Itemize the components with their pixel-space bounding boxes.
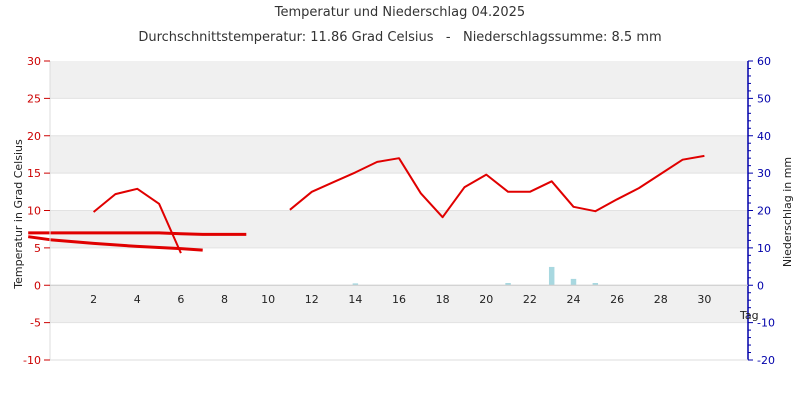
x-tick-label: 10 — [261, 293, 275, 306]
precipitation-bar — [505, 283, 511, 286]
x-tick-label: 24 — [567, 293, 581, 306]
chart-subtitle: Durchschnittstemperatur: 11.86 Grad Cels… — [138, 30, 661, 45]
precipitation-bar — [570, 278, 577, 286]
y-right-tick-label: 50 — [757, 92, 771, 105]
x-axis-label: Tag — [739, 309, 759, 322]
x-tick-label: 6 — [177, 293, 184, 306]
x-tick-label: 28 — [654, 293, 668, 306]
temperature-line-flat — [28, 231, 247, 236]
x-tick-label: 14 — [348, 293, 362, 306]
x-tick-label: 16 — [392, 293, 406, 306]
x-tick-label: 12 — [305, 293, 319, 306]
x-tick-label: 20 — [479, 293, 493, 306]
y-left-tick-label: -5 — [30, 317, 41, 330]
precipitation-bar — [548, 266, 555, 286]
y-right-tick-label: -10 — [757, 317, 775, 330]
y-left-tick-label: 0 — [34, 279, 41, 292]
grid-band — [50, 98, 748, 136]
x-tick-label: 8 — [221, 293, 228, 306]
y-right-tick-label: 0 — [757, 279, 764, 292]
grid-band — [50, 210, 748, 248]
grid-band — [50, 322, 748, 360]
x-tick-label: 26 — [610, 293, 624, 306]
y-right-tick-label: 20 — [757, 205, 771, 218]
y-axis-left-label: Temperatur in Grad Celsius — [12, 139, 25, 290]
y-left-tick-label: 5 — [34, 242, 41, 255]
x-tick-label: 4 — [134, 293, 141, 306]
y-right-tick-label: 10 — [757, 242, 771, 255]
x-tick-label: 30 — [697, 293, 711, 306]
grid-band — [50, 285, 748, 323]
grid-band — [50, 61, 748, 99]
grid-band — [50, 173, 748, 211]
y-left-tick-label: 10 — [27, 205, 41, 218]
temperature-line — [92, 154, 705, 254]
precipitation-bar — [592, 283, 599, 286]
x-tick-label: 22 — [523, 293, 537, 306]
precipitation-bar — [352, 283, 359, 286]
y-left-tick-label: 20 — [27, 130, 41, 143]
y-axis-right-label: Niederschlag in mm — [781, 157, 794, 267]
y-right-tick-label: 40 — [757, 130, 771, 143]
y-left-tick-label: 15 — [27, 167, 41, 180]
chart-title: Temperatur und Niederschlag 04.2025 — [274, 5, 525, 20]
y-right-tick-label: 30 — [757, 167, 771, 180]
y-left-tick-label: 25 — [27, 92, 41, 105]
x-tick-label: 2 — [90, 293, 97, 306]
y-left-tick-label: -10 — [23, 354, 41, 367]
temperature-line-overlap — [27, 235, 203, 252]
x-tick-label: 18 — [436, 293, 450, 306]
y-left-tick-label: 30 — [27, 55, 41, 68]
y-right-tick-label: -20 — [757, 354, 775, 367]
grid-band — [50, 135, 748, 174]
grid-band — [50, 247, 748, 286]
y-right-tick-label: 60 — [757, 55, 771, 68]
